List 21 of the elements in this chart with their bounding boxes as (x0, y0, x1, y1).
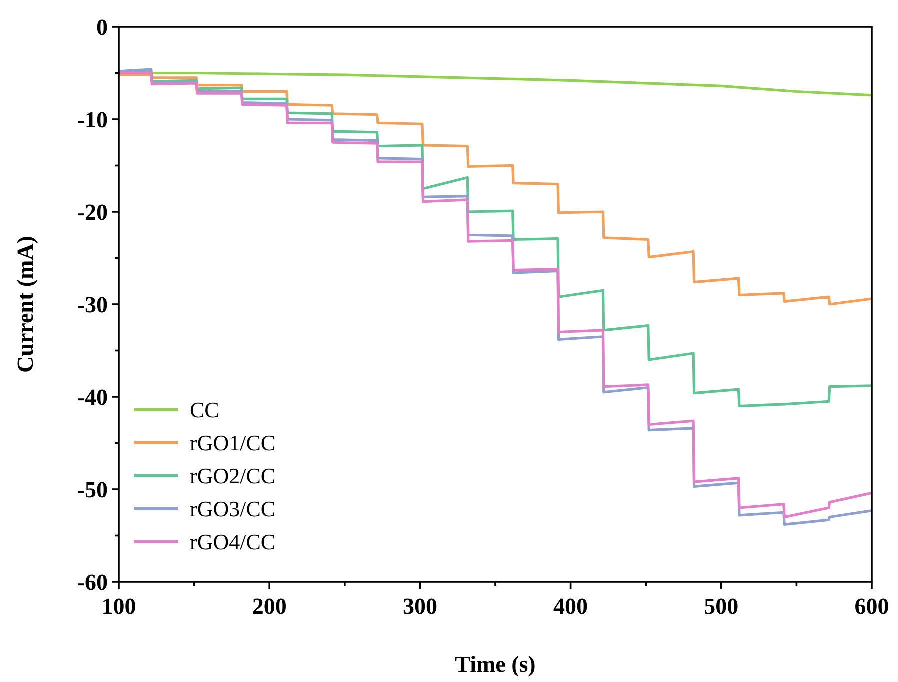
legend-label: rGO4/CC (190, 530, 276, 555)
y-tick-label: -60 (77, 570, 108, 596)
x-axis-title: Time (s) (455, 652, 536, 677)
y-tick-label: -30 (77, 292, 108, 318)
line-series (119, 74, 872, 306)
y-axis-title: Current (mA) (13, 236, 38, 373)
x-tick-label: 200 (252, 594, 287, 619)
x-tick-label: 500 (704, 594, 739, 619)
y-tick-label: 0 (96, 15, 108, 40)
x-tick-label: 300 (402, 594, 438, 619)
legend-label: rGO3/CC (190, 496, 276, 522)
legend-label: CC (190, 398, 220, 423)
legend-label: rGO1/CC (190, 430, 276, 456)
x-tick-label: 600 (854, 594, 890, 619)
y-tick-label: -20 (77, 200, 108, 226)
legend-label: rGO2/CC (190, 464, 276, 489)
y-tick-label: -40 (77, 385, 108, 410)
y-tick-label: -10 (77, 108, 108, 133)
y-tick-label: -50 (77, 478, 108, 503)
x-tick-label: 100 (102, 594, 136, 619)
x-tick-label: 400 (554, 594, 588, 619)
